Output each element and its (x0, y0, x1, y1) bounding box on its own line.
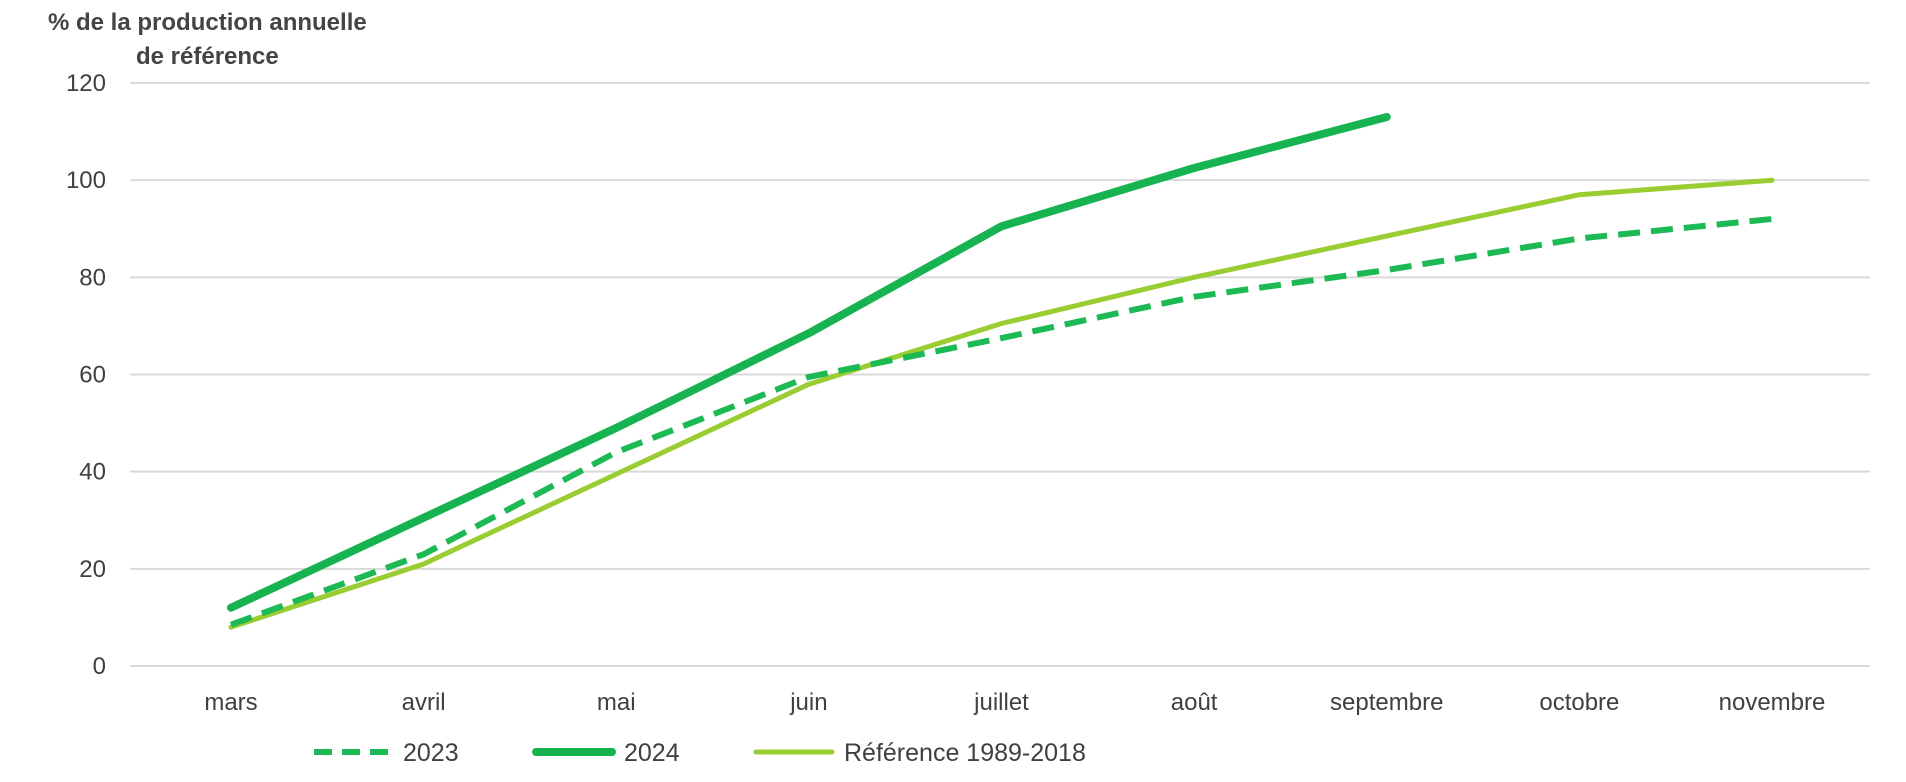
legend: 2023 2024 Référence 1989-2018 (314, 739, 1086, 767)
y-axis-label: % de la production annuelle de référence (48, 9, 367, 70)
x-tick-label-0: mars (204, 689, 257, 716)
y-tick-label-60: 60 (79, 362, 106, 389)
y-tick-label-0: 0 (93, 653, 106, 680)
series-line-0 (229, 216, 1773, 628)
y-tick-label-80: 80 (79, 264, 106, 291)
y-tick-label-40: 40 (79, 459, 106, 486)
y-axis-label-line-1: % de la production annuelle (48, 9, 367, 36)
x-tick-label-2: mai (597, 689, 636, 716)
legend-item-reference: Référence 1989-2018 (753, 739, 1086, 767)
legend-item-2023: 2023 (314, 739, 459, 767)
y-tick-label-100: 100 (66, 167, 106, 194)
x-tick-label-8: novembre (1719, 689, 1826, 716)
series-line-1 (227, 113, 1391, 612)
legend-item-2024: 2024 (532, 739, 680, 767)
x-tick-label-6: septembre (1330, 689, 1443, 716)
x-axis-ticks: mars avril mai juin juillet août septembre octo… (204, 689, 1825, 716)
legend-label-reference: Référence 1989-2018 (844, 739, 1086, 767)
series-lines (227, 113, 1775, 630)
y-axis-ticks: 0 20 40 60 80 100 120 (66, 70, 106, 680)
gridlines (130, 82, 1870, 667)
x-tick-label-4: juillet (973, 689, 1029, 716)
legend-label-2024: 2024 (624, 739, 680, 767)
x-tick-label-5: août (1171, 689, 1218, 716)
x-tick-label-3: juin (789, 689, 827, 716)
y-axis-label-line-2: de référence (136, 43, 279, 70)
x-tick-label-1: avril (402, 689, 446, 716)
legend-label-2023: 2023 (403, 739, 459, 767)
y-tick-label-20: 20 (79, 556, 106, 583)
series-line-2 (228, 177, 1775, 630)
y-tick-label-120: 120 (66, 70, 106, 97)
x-tick-label-7: octobre (1539, 689, 1619, 716)
